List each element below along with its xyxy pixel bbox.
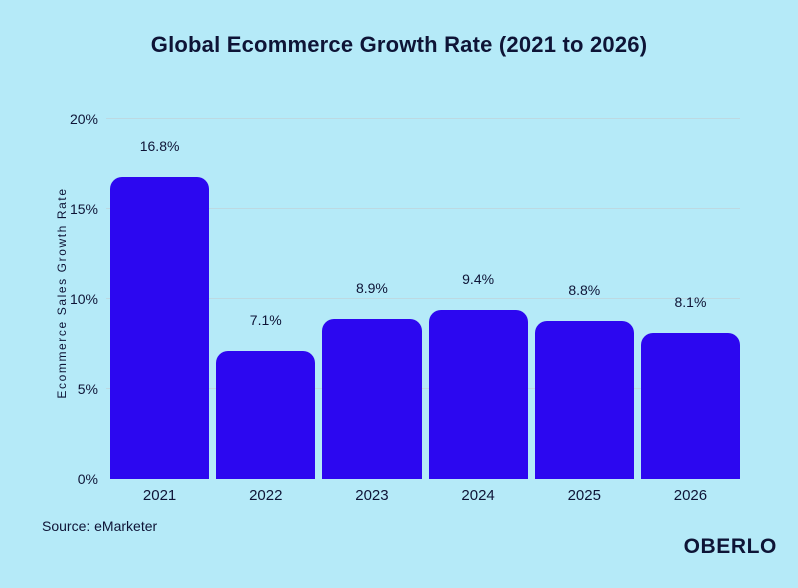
- bars-row: 16.8% 7.1% 8.9% 9.4% 8.8% 8.1%: [110, 119, 741, 479]
- bar-group-2024: 9.4%: [428, 119, 528, 479]
- x-tick-label-2023: 2023: [355, 487, 389, 504]
- bar-2026: [640, 333, 741, 479]
- x-tick-label-2025: 2025: [567, 487, 601, 504]
- gridline: [106, 388, 740, 389]
- x-tick-label-2024: 2024: [461, 487, 495, 504]
- gridline: [106, 208, 740, 209]
- y-tick-label: 10%: [69, 291, 98, 307]
- y-tick-label: 20%: [69, 111, 98, 127]
- y-tick-label: 15%: [69, 201, 98, 217]
- bar-value-label-2026: 8.1%: [674, 294, 707, 311]
- bar-2025: [534, 320, 634, 479]
- bar-group-2022: 7.1%: [216, 119, 316, 479]
- y-tick-label: 5%: [77, 381, 98, 397]
- bar-group-2026: 8.1%: [640, 119, 741, 479]
- brand-logo: OBERLO: [683, 535, 777, 558]
- bar-group-2025: 8.8%: [534, 119, 634, 479]
- bar-value-label-2024: 9.4%: [462, 270, 495, 287]
- chart-title: Global Ecommerce Growth Rate (2021 to 20…: [150, 32, 648, 57]
- bar-group-2021: 16.8%: [110, 119, 210, 479]
- bar-value-label-2022: 7.1%: [249, 312, 282, 329]
- bar-2021: [110, 176, 210, 479]
- source-note: Source: eMarketer: [42, 518, 158, 534]
- gridline: [106, 298, 740, 299]
- bar-2022: [216, 351, 316, 479]
- plot-area: 0% 5% 10% 15% 20% 16.8% 7.1% 8.9% 9.4% 8.8% 8.1%: [70, 111, 741, 487]
- x-tick-label-2021: 2021: [142, 487, 177, 504]
- x-tick-label-2022: 2022: [249, 487, 283, 504]
- y-tick-label: 0%: [77, 471, 98, 487]
- bar-group-2023: 8.9%: [322, 119, 422, 479]
- bar-value-label-2023: 8.9%: [355, 279, 388, 296]
- x-axis-labels: 2021 2022 2023 2024 2025 2026: [110, 487, 740, 504]
- gridline: [106, 118, 740, 119]
- bar-value-label-2021: 16.8%: [139, 137, 180, 154]
- bar-2023: [322, 318, 422, 479]
- bar-value-label-2025: 8.8%: [568, 281, 601, 298]
- x-tick-label-2026: 2026: [673, 487, 708, 504]
- bar-2024: [428, 309, 528, 479]
